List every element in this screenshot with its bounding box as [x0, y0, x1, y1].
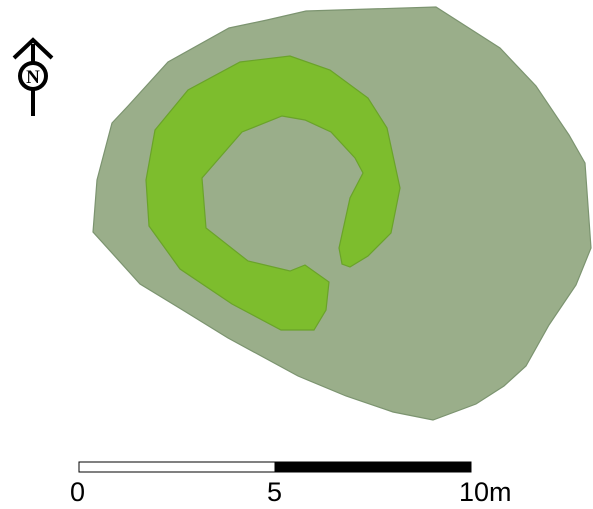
- north-label: N: [26, 67, 40, 88]
- scale-segment-black: [274, 461, 472, 473]
- north-arrow-icon: [12, 37, 54, 116]
- scale-segment-white: [78, 461, 276, 473]
- scale-label-10: 10m: [459, 477, 512, 507]
- scale-label-5: 5: [267, 477, 283, 507]
- scale-label-0: 0: [70, 477, 86, 507]
- inner-bank-area: [145, 55, 401, 331]
- scale-bar: [78, 461, 472, 473]
